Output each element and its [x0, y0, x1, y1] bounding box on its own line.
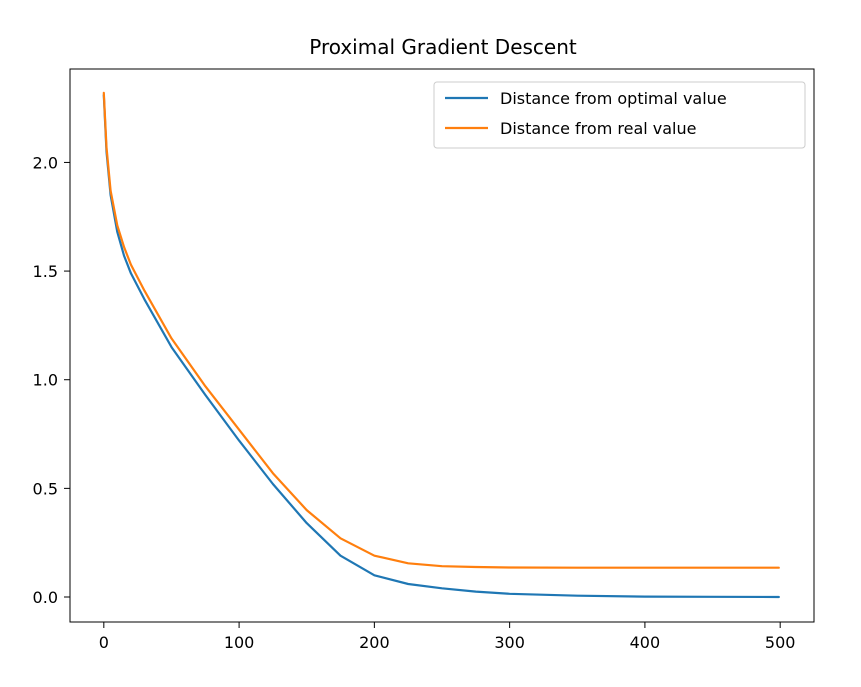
x-tick-label: 200 [359, 633, 390, 652]
y-tick-label: 1.0 [33, 371, 58, 390]
x-tick-label: 0 [99, 633, 109, 652]
plot-area-frame [69, 68, 815, 623]
y-tick-label: 2.0 [33, 153, 58, 172]
chart-title: Proximal Gradient Descent [309, 35, 577, 59]
x-tick-label: 300 [494, 633, 525, 652]
legend-label-real: Distance from real value [500, 119, 696, 138]
legend-label-optimal: Distance from optimal value [500, 89, 727, 108]
x-tick-label: 500 [765, 633, 796, 652]
y-tick-label: 1.5 [33, 262, 58, 281]
series-line-0 [102, 94, 780, 599]
legend: Distance from optimal value Distance fro… [433, 81, 806, 149]
y-axis: 0.0 0.5 1.0 1.5 2.0 [33, 153, 70, 607]
series-line-1 [102, 91, 780, 569]
legend-box [433, 81, 806, 149]
series-lines [102, 91, 780, 599]
y-tick-label: 0.0 [33, 588, 58, 607]
x-tick-label: 400 [630, 633, 661, 652]
y-tick-label: 0.5 [33, 479, 58, 498]
x-axis: 0 100 200 300 400 500 [99, 622, 796, 652]
x-tick-label: 100 [224, 633, 255, 652]
